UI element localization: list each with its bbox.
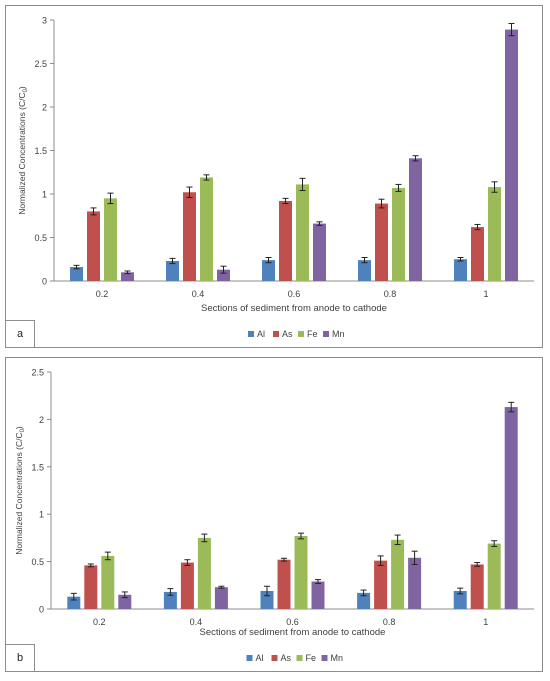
bar-al-0.8 xyxy=(358,260,371,281)
legend-swatch-mn xyxy=(323,331,329,337)
legend-swatch-fe xyxy=(298,331,304,337)
bar-fe-0.2 xyxy=(101,555,115,609)
legend-label-al: Al xyxy=(257,329,265,339)
bar-as-0.4 xyxy=(183,192,196,281)
bar-mn-0.4 xyxy=(217,269,230,281)
legend-swatch-al xyxy=(248,331,254,337)
bar-al-0.6 xyxy=(260,590,274,609)
legend-label-fe: Fe xyxy=(307,329,318,339)
bar-mn-0.4 xyxy=(214,587,228,609)
legend-swatch-mn xyxy=(321,655,328,661)
bar-as-0.4 xyxy=(180,562,194,609)
bar-fe-0.4 xyxy=(200,177,213,281)
panel-label-b: b xyxy=(6,644,35,671)
bar-as-0.8 xyxy=(375,203,388,281)
legend-label-mn: Mn xyxy=(331,653,344,663)
bar-al-0.4 xyxy=(163,591,177,609)
y-tick-label: 0.5 xyxy=(31,557,44,567)
bar-fe-0.6 xyxy=(294,536,308,609)
bar-mn-1 xyxy=(504,407,518,609)
y-tick-label: 2.5 xyxy=(34,59,47,69)
legend-swatch-as xyxy=(273,331,279,337)
legend-label-as: As xyxy=(281,653,292,663)
legend-swatch-as xyxy=(271,655,278,661)
bar-as-0.8 xyxy=(374,560,388,609)
panel-label-a: a xyxy=(6,320,35,347)
x-tick-label: 0.6 xyxy=(286,617,299,627)
bar-fe-0.6 xyxy=(296,184,309,281)
bar-as-0.6 xyxy=(279,200,292,281)
bar-fe-1 xyxy=(488,187,501,281)
bar-al-0.6 xyxy=(262,260,275,281)
y-tick-label: 1 xyxy=(39,510,44,520)
x-tick-label: 0.4 xyxy=(192,289,205,299)
legend-swatch-al xyxy=(246,655,253,661)
bar-al-0.2 xyxy=(67,596,81,609)
bar-fe-0.2 xyxy=(104,198,117,281)
x-axis-label: Sections of sediment from anode to catho… xyxy=(201,303,387,314)
bar-mn-0.8 xyxy=(408,557,422,609)
x-tick-label: 1 xyxy=(483,289,488,299)
bar-fe-0.4 xyxy=(197,537,211,609)
bar-al-1 xyxy=(453,590,467,609)
bar-al-1 xyxy=(454,259,467,281)
bar-as-0.2 xyxy=(84,565,98,609)
y-axis-label: Normalized Concentrations (C/C0) xyxy=(14,426,26,555)
bar-fe-0.8 xyxy=(391,539,405,609)
y-tick-label: 1.5 xyxy=(31,462,44,472)
x-tick-label: 0.8 xyxy=(384,289,397,299)
bar-mn-0.2 xyxy=(118,594,132,609)
chart-a-svg: 0 0.5 1 1.5 2 2.5 3 Normalized Concentrations (… xyxy=(17,16,534,339)
x-tick-label: 1 xyxy=(483,617,488,627)
bar-al-0.4 xyxy=(166,260,179,281)
y-tick-label: 0 xyxy=(39,605,44,615)
bar-as-1 xyxy=(471,227,484,281)
bar-fe-1 xyxy=(487,543,501,609)
bar-fe-0.8 xyxy=(392,187,405,281)
y-axis-label: Normalized Concentrations (C/C0) xyxy=(17,86,29,215)
chart-b-svg: 0 0.5 1 1.5 2 2.5 Normalized Concentrations (C… xyxy=(14,368,534,663)
y-tick-label: 3 xyxy=(42,16,47,26)
x-tick-label: 0.6 xyxy=(288,289,301,299)
legend-label-mn: Mn xyxy=(332,329,345,339)
bar-as-0.2 xyxy=(87,211,100,281)
bar-al-0.8 xyxy=(357,592,371,609)
bar-as-1 xyxy=(470,564,484,609)
x-tick-label: 0.8 xyxy=(383,617,396,627)
bar-al-0.2 xyxy=(70,267,83,281)
y-tick-label: 1 xyxy=(42,190,47,200)
chart-panel-b: 0 0.5 1 1.5 2 2.5 Normalized Concentrations (C… xyxy=(5,357,543,672)
x-tick-label: 0.4 xyxy=(190,617,203,627)
bar-mn-0.6 xyxy=(311,581,325,609)
chart-panel-a: 0 0.5 1 1.5 2 2.5 3 Normalized Concentrations (… xyxy=(5,5,543,348)
bar-mn-0.8 xyxy=(409,158,422,281)
bar-mn-0.2 xyxy=(121,272,134,281)
y-tick-label: 2.5 xyxy=(31,368,44,378)
x-tick-label: 0.2 xyxy=(93,617,106,627)
bar-mn-1 xyxy=(505,29,518,281)
y-tick-label: 0 xyxy=(42,277,47,287)
y-tick-label: 1.5 xyxy=(34,146,47,156)
legend-label-fe: Fe xyxy=(306,653,317,663)
x-tick-label: 0.2 xyxy=(96,289,109,299)
bar-mn-0.6 xyxy=(313,223,326,281)
x-axis-label: Sections of sediment from anode to catho… xyxy=(200,627,386,638)
bar-as-0.6 xyxy=(277,559,291,609)
legend-label-al: Al xyxy=(256,653,264,663)
legend-label-as: As xyxy=(282,329,293,339)
legend-swatch-fe xyxy=(296,655,303,661)
y-tick-label: 2 xyxy=(42,103,47,113)
y-tick-label: 0.5 xyxy=(34,233,47,243)
y-tick-label: 2 xyxy=(39,415,44,425)
